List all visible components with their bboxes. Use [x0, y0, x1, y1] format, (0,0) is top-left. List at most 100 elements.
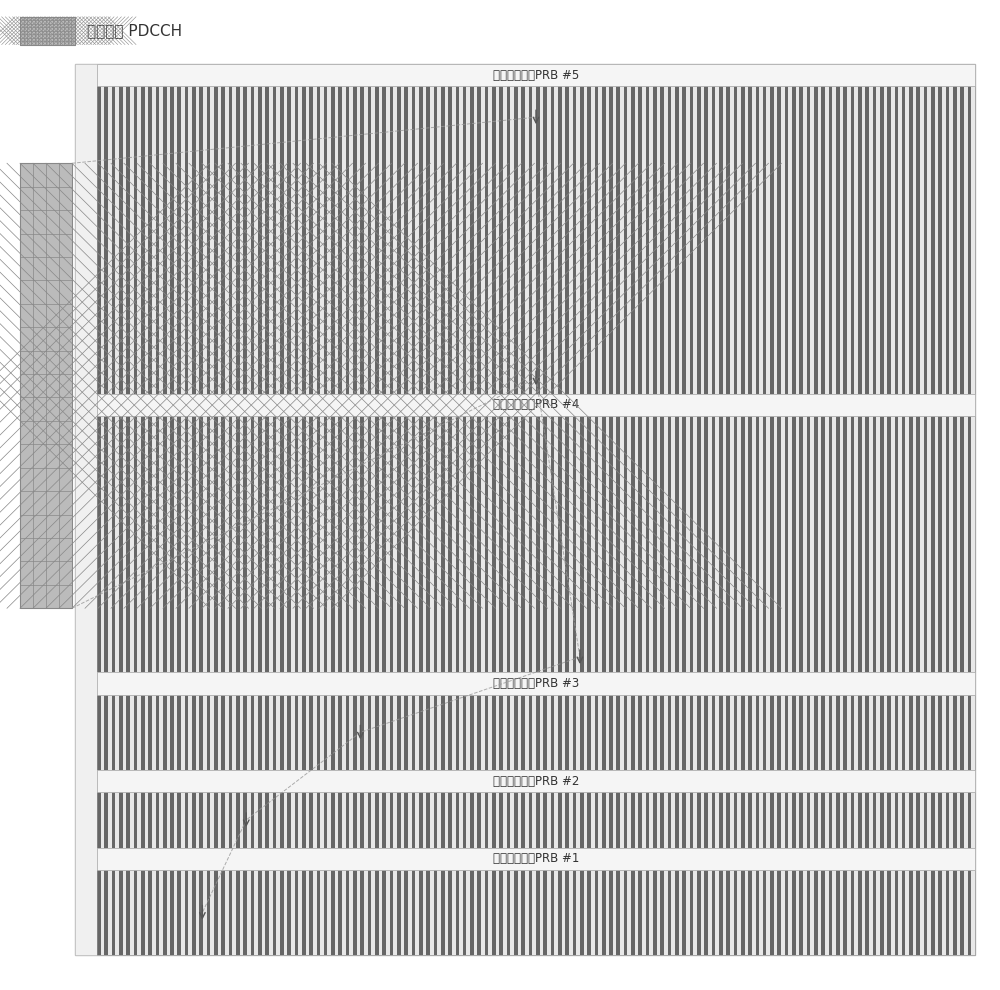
Bar	[638, 792, 642, 847]
Bar	[777, 870, 781, 955]
Bar	[97, 416, 101, 672]
Bar	[390, 86, 393, 394]
Bar	[463, 86, 466, 394]
Bar	[785, 695, 788, 770]
Bar	[748, 86, 752, 394]
Bar	[668, 416, 671, 672]
Bar	[668, 870, 671, 955]
Bar	[441, 792, 445, 847]
Bar	[909, 792, 913, 847]
Bar	[148, 695, 152, 770]
Bar	[419, 86, 423, 394]
Bar	[712, 416, 715, 672]
Bar	[916, 416, 920, 672]
Bar	[382, 86, 386, 394]
Bar	[792, 870, 796, 955]
Bar	[221, 870, 225, 955]
Bar	[777, 416, 781, 672]
Bar	[258, 86, 262, 394]
Bar	[616, 86, 620, 394]
Bar	[668, 695, 671, 770]
Bar	[924, 695, 927, 770]
Bar	[375, 870, 379, 955]
Bar	[609, 86, 613, 394]
Bar	[156, 792, 159, 847]
Bar	[807, 792, 810, 847]
Bar	[331, 792, 335, 847]
Bar	[251, 792, 254, 847]
Bar	[507, 86, 510, 394]
Bar	[960, 695, 964, 770]
Bar	[851, 86, 854, 394]
Bar	[543, 695, 547, 770]
Bar	[756, 86, 759, 394]
Bar	[946, 86, 949, 394]
Bar	[368, 86, 371, 394]
Bar	[587, 695, 591, 770]
Bar	[653, 416, 657, 672]
Bar	[97, 672, 975, 695]
Bar	[638, 870, 642, 955]
Bar	[470, 86, 474, 394]
Bar	[851, 695, 854, 770]
Bar	[236, 792, 240, 847]
Bar	[112, 695, 115, 770]
Bar	[514, 695, 518, 770]
Bar	[931, 416, 935, 672]
Bar	[675, 416, 679, 672]
Bar	[631, 695, 635, 770]
Bar	[543, 416, 547, 672]
Bar	[595, 792, 598, 847]
Bar	[624, 416, 627, 672]
Bar	[353, 416, 357, 672]
Bar	[97, 870, 101, 955]
Bar	[199, 870, 203, 955]
Bar	[814, 870, 818, 955]
Bar	[880, 416, 884, 672]
Bar	[485, 870, 488, 955]
Bar	[404, 870, 408, 955]
Bar	[938, 416, 942, 672]
Bar	[273, 870, 276, 955]
Bar	[521, 792, 525, 847]
Bar	[207, 695, 210, 770]
Bar	[741, 695, 745, 770]
Bar	[653, 870, 657, 955]
Bar	[521, 86, 525, 394]
Bar	[697, 695, 701, 770]
Bar	[653, 695, 657, 770]
Bar	[492, 86, 496, 394]
Bar	[390, 870, 393, 955]
Bar	[734, 695, 737, 770]
Bar	[309, 86, 313, 394]
Bar	[368, 695, 371, 770]
Bar	[338, 86, 342, 394]
Bar	[170, 416, 174, 672]
Bar	[521, 416, 525, 672]
Bar	[97, 86, 975, 394]
Bar	[156, 86, 159, 394]
Bar	[682, 695, 686, 770]
Bar	[631, 792, 635, 847]
Bar	[141, 695, 145, 770]
Bar	[529, 792, 532, 847]
Bar	[477, 870, 481, 955]
Bar	[946, 870, 949, 955]
Bar	[192, 870, 196, 955]
Bar	[909, 870, 913, 955]
Bar	[829, 416, 832, 672]
Bar	[609, 416, 613, 672]
Bar	[924, 792, 927, 847]
Bar	[353, 695, 357, 770]
Bar	[616, 695, 620, 770]
Bar	[587, 792, 591, 847]
Bar	[638, 86, 642, 394]
Bar	[353, 870, 357, 955]
Bar	[251, 870, 254, 955]
Bar	[456, 86, 459, 394]
Bar	[792, 792, 796, 847]
Bar	[97, 695, 975, 770]
Bar	[221, 416, 225, 672]
Bar	[448, 86, 452, 394]
Bar	[675, 870, 679, 955]
